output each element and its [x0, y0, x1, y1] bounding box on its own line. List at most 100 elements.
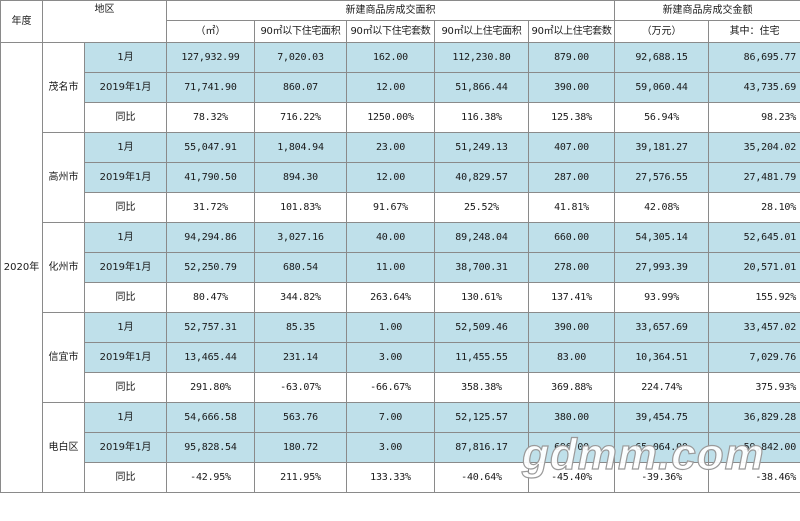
cell-u90a: 101.83% [254, 192, 347, 223]
cell-u90a: 680.54 [254, 252, 347, 283]
period-label: 2019年1月 [84, 72, 167, 103]
cell-res: -38.46% [708, 462, 800, 493]
cell-res: 43,735.69 [708, 72, 800, 103]
housing-sales-table: 年度 地区 新建商品房成交面积 新建商品房成交金额 （㎡） 90㎡以下住宅面积 … [0, 0, 800, 493]
header-under90-units: 90㎡以下住宅套数 [346, 20, 435, 43]
cell-u90n: 40.00 [346, 222, 435, 253]
cell-area: 291.80% [166, 372, 255, 403]
cell-u90a: 231.14 [254, 342, 347, 373]
table-header: 年度 地区 新建商品房成交面积 新建商品房成交金额 （㎡） 90㎡以下住宅面积 … [0, 0, 800, 43]
cell-amt: 56.94% [614, 102, 710, 133]
cell-o90a: 89,248.04 [434, 222, 529, 253]
year-cell: 2020年 [0, 42, 43, 493]
cell-area: 55,047.91 [166, 132, 255, 163]
cell-o90a: 25.52% [434, 192, 529, 223]
city-name: 高州市 [42, 132, 85, 223]
cell-res: 7,029.76 [708, 342, 800, 373]
cell-u90n: 91.67% [346, 192, 435, 223]
cell-res: 155.92% [708, 282, 800, 313]
cell-o90a: 51,249.13 [434, 132, 529, 163]
cell-o90a: -40.64% [434, 462, 529, 493]
cell-u90a: 180.72 [254, 432, 347, 463]
cell-o90n: 125.38% [527, 102, 616, 133]
cell-amt: 224.74% [614, 372, 710, 403]
cell-o90a: 116.38% [434, 102, 529, 133]
city-name: 茂名市 [42, 42, 85, 133]
cell-u90n: 12.00 [346, 162, 435, 193]
table-row: 2019年1月 95,828.54 180.72 3.00 87,816.17 696.0… [1, 432, 800, 463]
period-label: 同比 [84, 372, 167, 403]
cell-u90n: 162.00 [346, 42, 435, 73]
cell-res: 86,695.77 [708, 42, 800, 73]
period-label: 2019年1月 [84, 342, 167, 373]
cell-o90n: 83.00 [527, 342, 616, 373]
cell-u90a: 860.07 [254, 72, 347, 103]
cell-o90a: 87,816.17 [434, 432, 529, 463]
cell-amt: 39,454.75 [614, 402, 710, 433]
table-row: 化州市 1月 94,294.86 3,027.16 40.00 89,248.04 660.… [1, 222, 800, 313]
cell-area: 71,741.90 [166, 72, 255, 103]
cell-o90n: 137.41% [527, 282, 616, 313]
cell-o90n: 390.00 [527, 312, 616, 343]
cell-amt: 42.08% [614, 192, 710, 223]
cell-area: 80.47% [166, 282, 255, 313]
cell-o90n: 407.00 [527, 132, 616, 163]
cell-u90n: 263.64% [346, 282, 435, 313]
cell-area: 127,932.99 [166, 42, 255, 73]
cell-res: 59,842.00 [708, 432, 800, 463]
cell-amt: 93.99% [614, 282, 710, 313]
cell-amt: 27,576.55 [614, 162, 710, 193]
cell-res: 20,571.01 [708, 252, 800, 283]
cell-u90n: 3.00 [346, 432, 435, 463]
period-label: 1月 [84, 132, 167, 163]
table-row: 同比 -42.95% 211.95% 133.33% -40.64% -45.40% -39… [1, 462, 800, 493]
cell-area: 52,757.31 [166, 312, 255, 343]
cell-u90n: -66.67% [346, 372, 435, 403]
cell-u90n: 1.00 [346, 312, 435, 343]
cell-area: 78.32% [166, 102, 255, 133]
cell-res: 33,457.02 [708, 312, 800, 343]
cell-o90n: 41.81% [527, 192, 616, 223]
table-row: 同比 31.72% 101.83% 91.67% 25.52% 41.81% 42.08% 2… [1, 192, 800, 223]
table-row: 同比 80.47% 344.82% 263.64% 130.61% 137.41% 93.9… [1, 282, 800, 313]
cell-u90n: 12.00 [346, 72, 435, 103]
cell-u90a: 3,027.16 [254, 222, 347, 253]
cell-u90a: 211.95% [254, 462, 347, 493]
table-row: 2019年1月 52,250.79 680.54 11.00 38,700.31 278.… [1, 252, 800, 283]
header-amount-residential: 其中：住宅 [708, 20, 800, 43]
period-label: 2019年1月 [84, 432, 167, 463]
cell-amt: 39,181.27 [614, 132, 710, 163]
table-row: 高州市 1月 55,047.91 1,804.94 23.00 51,249.13 407.… [1, 132, 800, 223]
cell-o90n: 369.88% [527, 372, 616, 403]
period-label: 同比 [84, 282, 167, 313]
cell-u90n: 133.33% [346, 462, 435, 493]
header-under90-area: 90㎡以下住宅面积 [254, 20, 347, 43]
header-area-unit: （㎡） [166, 20, 255, 43]
cell-u90n: 3.00 [346, 342, 435, 373]
period-label: 同比 [84, 192, 167, 223]
cell-o90a: 52,509.46 [434, 312, 529, 343]
cell-res: 98.23% [708, 102, 800, 133]
cell-res: 36,829.28 [708, 402, 800, 433]
cell-area: 52,250.79 [166, 252, 255, 283]
cell-u90n: 1250.00% [346, 102, 435, 133]
period-label: 2019年1月 [84, 162, 167, 193]
period-label: 同比 [84, 462, 167, 493]
cell-o90a: 112,230.80 [434, 42, 529, 73]
cell-u90a: 563.76 [254, 402, 347, 433]
cell-res: 35,204.02 [708, 132, 800, 163]
header-over90-area: 90㎡以上住宅面积 [434, 20, 529, 43]
cell-amt: 33,657.69 [614, 312, 710, 343]
city-name: 化州市 [42, 222, 85, 313]
table-row: 2020年 茂名市 1月 127,932.99 7,020.03 162.00 112,23… [0, 42, 800, 493]
cell-amt: 54,305.14 [614, 222, 710, 253]
cell-area: 95,828.54 [166, 432, 255, 463]
cell-area: 41,790.50 [166, 162, 255, 193]
table-row: 2019年1月 13,465.44 231.14 3.00 11,455.55 83.00… [1, 342, 800, 373]
cell-area: 54,666.58 [166, 402, 255, 433]
cell-u90n: 7.00 [346, 402, 435, 433]
table-body: 2020年 茂名市 1月 127,932.99 7,020.03 162.00 112,23… [0, 42, 800, 493]
cell-o90n: 660.00 [527, 222, 616, 253]
header-area-group: 新建商品房成交面积 [165, 0, 616, 21]
table-row: 电白区 1月 54,666.58 563.76 7.00 52,125.57 380.00 3… [1, 402, 800, 493]
